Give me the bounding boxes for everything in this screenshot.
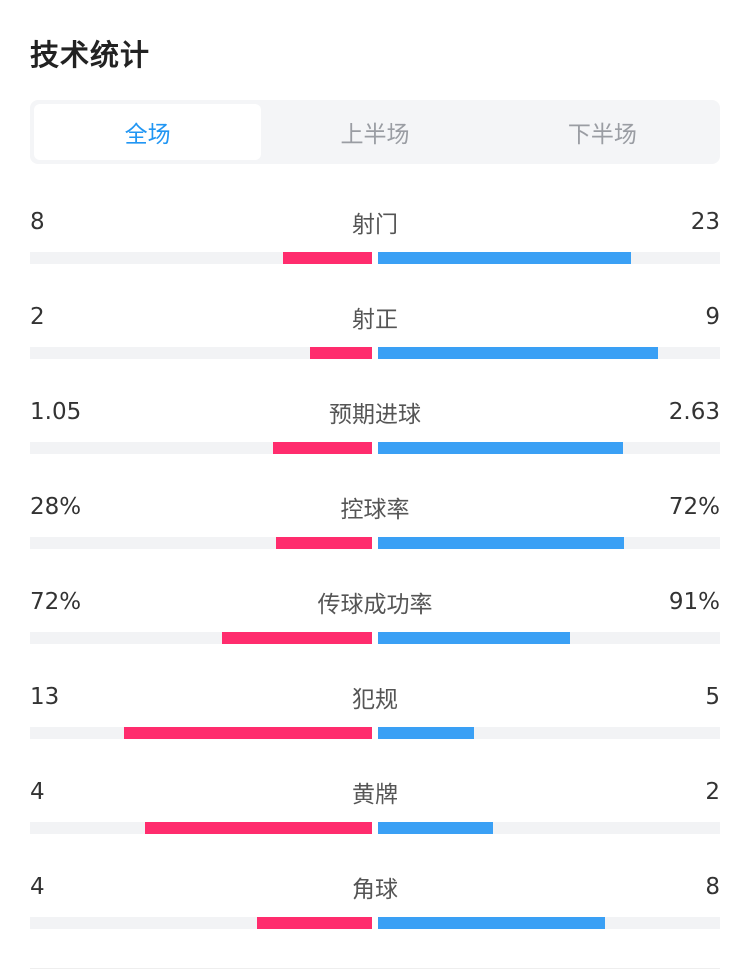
away-bar-track [378, 442, 720, 454]
away-value: 5 [705, 684, 720, 710]
away-bar-track [378, 537, 720, 549]
stat-values: 28% 控球率 72% [30, 487, 720, 527]
home-value: 1.05 [30, 399, 82, 425]
stat-label: 射门 [352, 212, 398, 238]
home-value: 4 [30, 779, 45, 805]
stat-label: 射正 [352, 307, 398, 333]
stat-label: 传球成功率 [317, 592, 433, 618]
home-value: 72% [30, 589, 82, 615]
stat-values: 4 黄牌 2 [30, 772, 720, 812]
stat-label: 预期进球 [329, 402, 421, 428]
stat-values: 1.05 预期进球 2.63 [30, 392, 720, 432]
stat-row: 13 犯规 5 [30, 677, 720, 747]
home-bar [283, 252, 372, 264]
away-bar [378, 917, 605, 929]
stat-row: 4 角球 8 [30, 867, 720, 937]
stat-row: 2 射正 9 [30, 297, 720, 367]
home-bar [310, 347, 372, 359]
home-value: 4 [30, 874, 45, 900]
away-bar [378, 347, 658, 359]
away-bar-track [378, 727, 720, 739]
away-value: 23 [690, 209, 720, 235]
away-bar [378, 537, 624, 549]
tab-full-match[interactable]: 全场 [34, 104, 262, 160]
home-bar-track [30, 632, 372, 644]
away-bar [378, 632, 570, 644]
page-title: 技术统计 [30, 38, 151, 72]
tab-first-half[interactable]: 上半场 [340, 122, 410, 148]
away-bar-track [378, 252, 720, 264]
home-bar [273, 442, 372, 454]
stat-row: 4 黄牌 2 [30, 772, 720, 842]
home-value: 8 [30, 209, 45, 235]
away-value: 2 [705, 779, 720, 805]
away-bar-track [378, 632, 720, 644]
away-value: 91% [668, 589, 720, 615]
home-bar-track [30, 537, 372, 549]
away-value: 8 [705, 874, 720, 900]
stat-label: 控球率 [340, 497, 410, 523]
stat-values: 8 射门 23 [30, 202, 720, 242]
stat-values: 72% 传球成功率 91% [30, 582, 720, 622]
stat-values: 13 犯规 5 [30, 677, 720, 717]
stat-row: 1.05 预期进球 2.63 [30, 392, 720, 462]
stat-row: 72% 传球成功率 91% [30, 582, 720, 652]
stat-label: 角球 [352, 877, 398, 903]
home-bar [257, 917, 372, 929]
home-bar-track [30, 917, 372, 929]
away-bar-track [378, 917, 720, 929]
home-value: 2 [30, 304, 45, 330]
home-bar [276, 537, 372, 549]
away-bar [378, 727, 474, 739]
home-bar-track [30, 252, 372, 264]
home-bar [124, 727, 372, 739]
home-bar-track [30, 822, 372, 834]
stat-values: 2 射正 9 [30, 297, 720, 337]
away-bar-track [378, 347, 720, 359]
away-value: 9 [705, 304, 720, 330]
home-bar-track [30, 442, 372, 454]
away-bar [378, 252, 631, 264]
stat-label: 黄牌 [352, 782, 398, 808]
home-bar [222, 632, 372, 644]
away-bar [378, 442, 623, 454]
away-value: 72% [668, 494, 720, 520]
divider [30, 968, 720, 969]
stat-row: 8 射门 23 [30, 202, 720, 272]
home-bar-track [30, 727, 372, 739]
away-bar-track [378, 822, 720, 834]
away-bar [378, 822, 493, 834]
stat-row: 28% 控球率 72% [30, 487, 720, 557]
period-tabs: 全场 上半场 下半场 [30, 100, 720, 164]
home-value: 13 [30, 684, 60, 710]
stat-values: 4 角球 8 [30, 867, 720, 907]
home-bar-track [30, 347, 372, 359]
away-value: 2.63 [668, 399, 720, 425]
home-value: 28% [30, 494, 82, 520]
stat-label: 犯规 [352, 687, 398, 713]
tab-second-half[interactable]: 下半场 [567, 122, 637, 148]
home-bar [145, 822, 372, 834]
